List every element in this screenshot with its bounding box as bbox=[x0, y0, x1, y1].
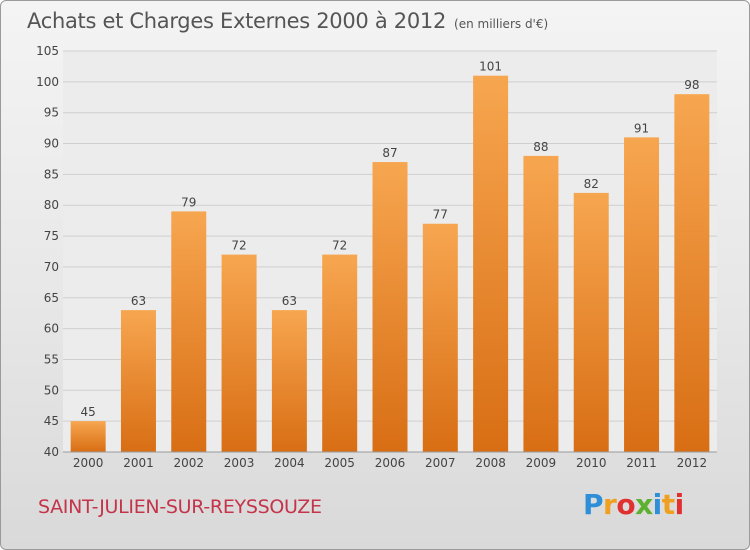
bar bbox=[523, 155, 559, 452]
y-tick-label: 40 bbox=[44, 445, 59, 459]
bar bbox=[221, 254, 257, 452]
y-tick-label: 75 bbox=[44, 229, 59, 243]
proxiti-logo: Proxiti bbox=[583, 488, 684, 521]
logo-letter: x bbox=[635, 488, 653, 521]
bar bbox=[120, 310, 156, 452]
bar-value-label: 98 bbox=[684, 78, 699, 92]
logo-letter: t bbox=[661, 488, 675, 521]
x-tick-label: 2010 bbox=[576, 456, 607, 470]
bar-value-label: 82 bbox=[584, 177, 599, 191]
y-tick-label: 90 bbox=[44, 137, 59, 151]
bar-value-label: 79 bbox=[181, 195, 196, 209]
y-tick-label: 80 bbox=[44, 198, 59, 212]
x-tick-label: 2002 bbox=[173, 456, 204, 470]
y-tick-label: 50 bbox=[44, 383, 59, 397]
city-name: SAINT-JULIEN-SUR-REYSSOUZE bbox=[38, 496, 322, 518]
bar bbox=[322, 254, 358, 452]
chart-title-text: Achats et Charges Externes 2000 à 2012 bbox=[27, 9, 447, 33]
bar-value-label: 72 bbox=[332, 239, 347, 253]
y-tick-label: 100 bbox=[36, 75, 59, 89]
logo-letter: o bbox=[616, 488, 636, 521]
x-tick-label: 2005 bbox=[324, 456, 355, 470]
bar-value-label: 72 bbox=[231, 239, 246, 253]
x-tick-label: 2011 bbox=[626, 456, 657, 470]
chart-title: Achats et Charges Externes 2000 à 2012 (e… bbox=[27, 9, 548, 33]
bar-value-label: 63 bbox=[282, 294, 297, 308]
bar-value-label: 63 bbox=[131, 294, 146, 308]
bar bbox=[171, 211, 207, 452]
y-tick-label: 70 bbox=[44, 260, 59, 274]
y-tick-label: 95 bbox=[44, 106, 59, 120]
x-tick-label: 2001 bbox=[123, 456, 154, 470]
x-tick-label: 2012 bbox=[677, 456, 708, 470]
bar bbox=[573, 192, 609, 452]
x-tick-label: 2007 bbox=[425, 456, 456, 470]
y-tick-label: 65 bbox=[44, 291, 59, 305]
bar bbox=[372, 162, 408, 453]
y-tick-label: 85 bbox=[44, 167, 59, 181]
bar-value-label: 101 bbox=[479, 60, 502, 74]
x-tick-label: 2006 bbox=[375, 456, 406, 470]
bar bbox=[271, 310, 307, 452]
bar bbox=[473, 75, 509, 452]
logo-letter: i bbox=[652, 488, 663, 521]
bar-value-label: 87 bbox=[382, 146, 397, 160]
logo-letter: i bbox=[674, 488, 685, 521]
y-tick-label: 55 bbox=[44, 352, 59, 366]
x-tick-label: 2009 bbox=[526, 456, 557, 470]
bar-value-label: 77 bbox=[433, 208, 448, 222]
y-tick-label: 105 bbox=[36, 44, 59, 58]
x-tick-label: 2008 bbox=[475, 456, 506, 470]
bar-value-label: 88 bbox=[533, 140, 548, 154]
y-tick-label: 45 bbox=[44, 414, 59, 428]
y-tick-label: 60 bbox=[44, 322, 59, 336]
bar bbox=[70, 421, 106, 452]
x-tick-label: 2000 bbox=[73, 456, 104, 470]
bar bbox=[674, 94, 710, 452]
logo-letter: r bbox=[603, 488, 617, 521]
bar-value-label: 45 bbox=[81, 405, 96, 419]
bar bbox=[422, 223, 458, 452]
x-tick-label: 2003 bbox=[224, 456, 255, 470]
bar bbox=[624, 137, 660, 452]
chart-unit: (en milliers d'€) bbox=[454, 17, 549, 31]
logo-letter: P bbox=[583, 488, 604, 521]
bar-value-label: 91 bbox=[634, 121, 649, 135]
x-tick-label: 2004 bbox=[274, 456, 305, 470]
